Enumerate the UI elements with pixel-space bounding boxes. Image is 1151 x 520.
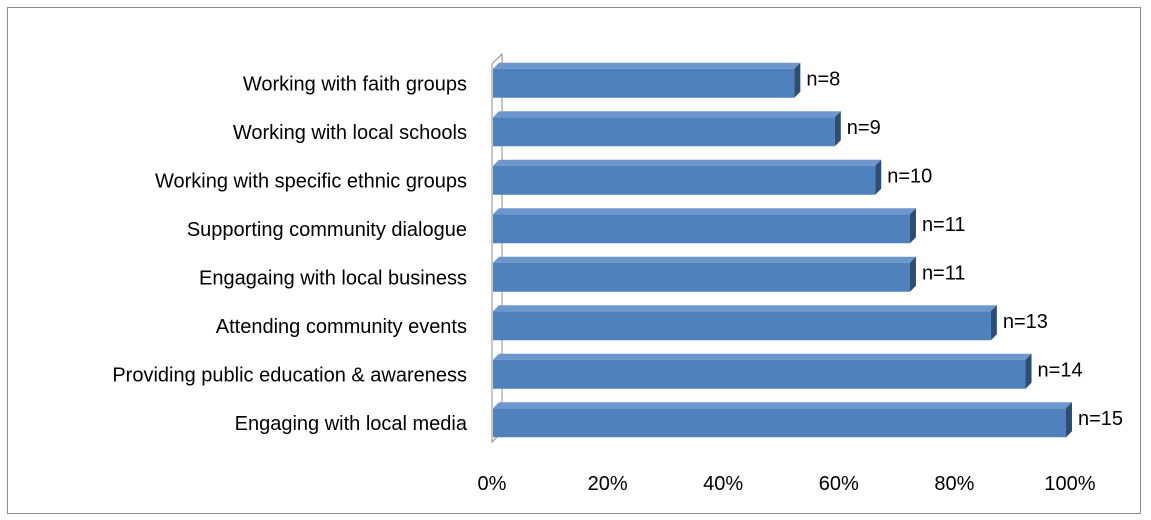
bar-front-face <box>493 165 876 195</box>
chart-frame: Working with faith groups Working with lo… <box>7 7 1141 514</box>
data-label: n=11 <box>922 214 966 236</box>
category-label: Providing public education & awareness <box>112 364 467 386</box>
bar-side-face <box>834 111 841 147</box>
bar-chart: Working with faith groups Working with lo… <box>112 52 1123 495</box>
bar-top-face <box>493 208 916 215</box>
category-labels: Working with faith groups Working with lo… <box>112 73 468 435</box>
category-label: Working with specific ethnic groups <box>155 170 467 192</box>
bar-top-face <box>493 402 1072 409</box>
category-label: Working with faith groups <box>243 73 467 95</box>
bar-top-face <box>493 305 997 312</box>
bar-front-face <box>493 68 795 98</box>
bar-top-face <box>493 353 1032 360</box>
x-tick-label: 60% <box>819 473 859 495</box>
bars <box>493 62 1072 438</box>
category-label: Working with local schools <box>233 122 467 144</box>
x-tick-label: 0% <box>478 473 507 495</box>
x-tick-label: 100% <box>1044 473 1095 495</box>
bar-front-face <box>493 408 1066 438</box>
bar-working-with-local-schools <box>493 111 841 147</box>
bar-side-face <box>909 256 916 292</box>
x-tick-label: 80% <box>934 473 974 495</box>
data-label: n=10 <box>887 165 932 187</box>
x-tick-label: 20% <box>588 473 628 495</box>
bar-side-face <box>794 62 801 98</box>
x-tick-label: 40% <box>703 473 743 495</box>
bar-supporting-community-dialogue <box>493 208 916 244</box>
bar-engaging-with-local-media <box>493 402 1072 438</box>
bar-side-face <box>1025 353 1032 389</box>
bar-front-face <box>493 214 910 244</box>
bar-working-with-faith-groups <box>493 62 801 98</box>
data-label: n=11 <box>922 262 966 284</box>
value-labels: n=8 n=9 n=10 n=11 n=11 n=13 n=14 n=15 <box>806 68 1123 430</box>
bar-front-face <box>493 359 1026 389</box>
category-label: Attending community events <box>216 316 467 338</box>
category-label: Engaging with local media <box>235 413 468 435</box>
bar-top-face <box>493 111 841 118</box>
bar-side-face <box>909 208 916 244</box>
bar-side-face <box>1066 402 1072 438</box>
bar-attending-community-events <box>493 305 997 341</box>
bar-providing-public-education-awareness <box>493 353 1032 389</box>
bar-front-face <box>493 311 991 341</box>
data-label: n=8 <box>806 68 840 90</box>
bar-engagaing-with-local-business <box>493 256 916 292</box>
data-label: n=15 <box>1078 408 1123 430</box>
bar-working-with-specific-ethnic-groups <box>493 159 882 195</box>
bar-front-face <box>493 117 835 147</box>
bar-top-face <box>493 159 882 166</box>
data-label: n=9 <box>847 117 881 139</box>
bar-top-face <box>493 256 916 263</box>
x-axis-ticks: 0% 20% 40% 60% 80% 100% <box>478 473 1096 495</box>
category-label: Engagaing with local business <box>199 267 467 289</box>
bar-side-face <box>990 305 997 341</box>
data-label: n=14 <box>1038 359 1083 381</box>
bar-side-face <box>875 159 882 195</box>
category-label: Supporting community dialogue <box>187 219 467 241</box>
data-label: n=13 <box>1003 311 1048 333</box>
bar-front-face <box>493 262 910 292</box>
bar-top-face <box>493 62 801 69</box>
